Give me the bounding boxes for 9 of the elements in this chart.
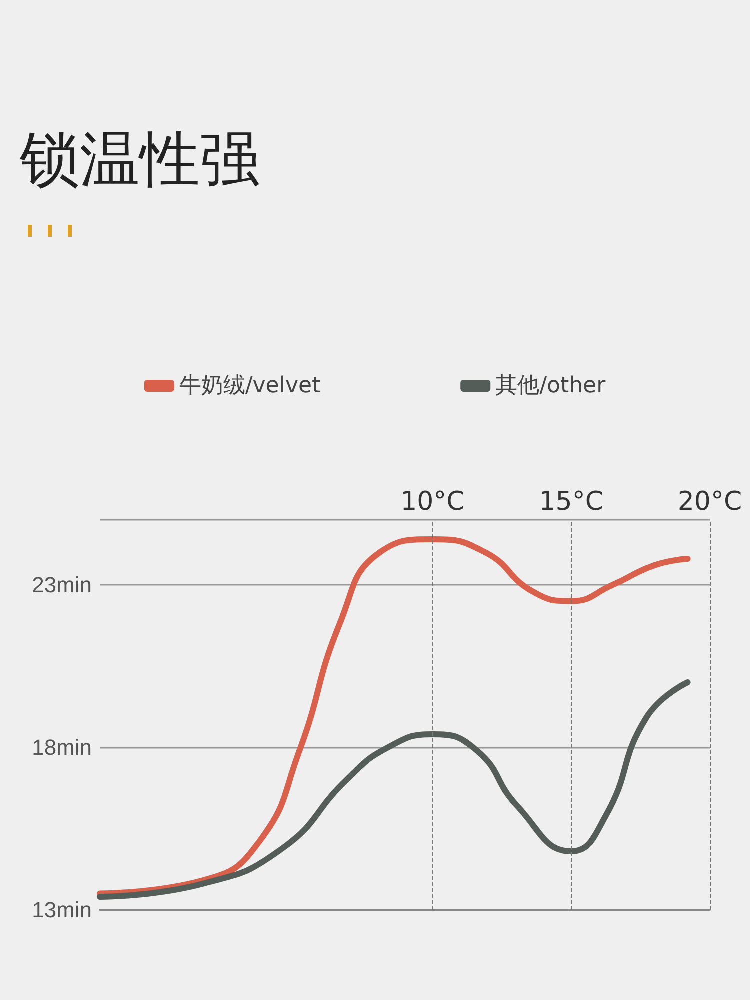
chart-title: 锁温性强 bbox=[20, 124, 260, 197]
legend-label: 牛奶绒/velvet bbox=[179, 374, 321, 398]
y-tick-label: 13min bbox=[32, 898, 92, 922]
legend-label: 其他/other bbox=[496, 374, 607, 398]
y-tick-label: 18min bbox=[32, 735, 92, 760]
ref-line-label: 15°C bbox=[539, 487, 604, 517]
ref-line-label: 10°C bbox=[400, 487, 465, 517]
ref-line-label: 20°C bbox=[678, 487, 742, 517]
y-tick-label: 23min bbox=[32, 572, 92, 598]
